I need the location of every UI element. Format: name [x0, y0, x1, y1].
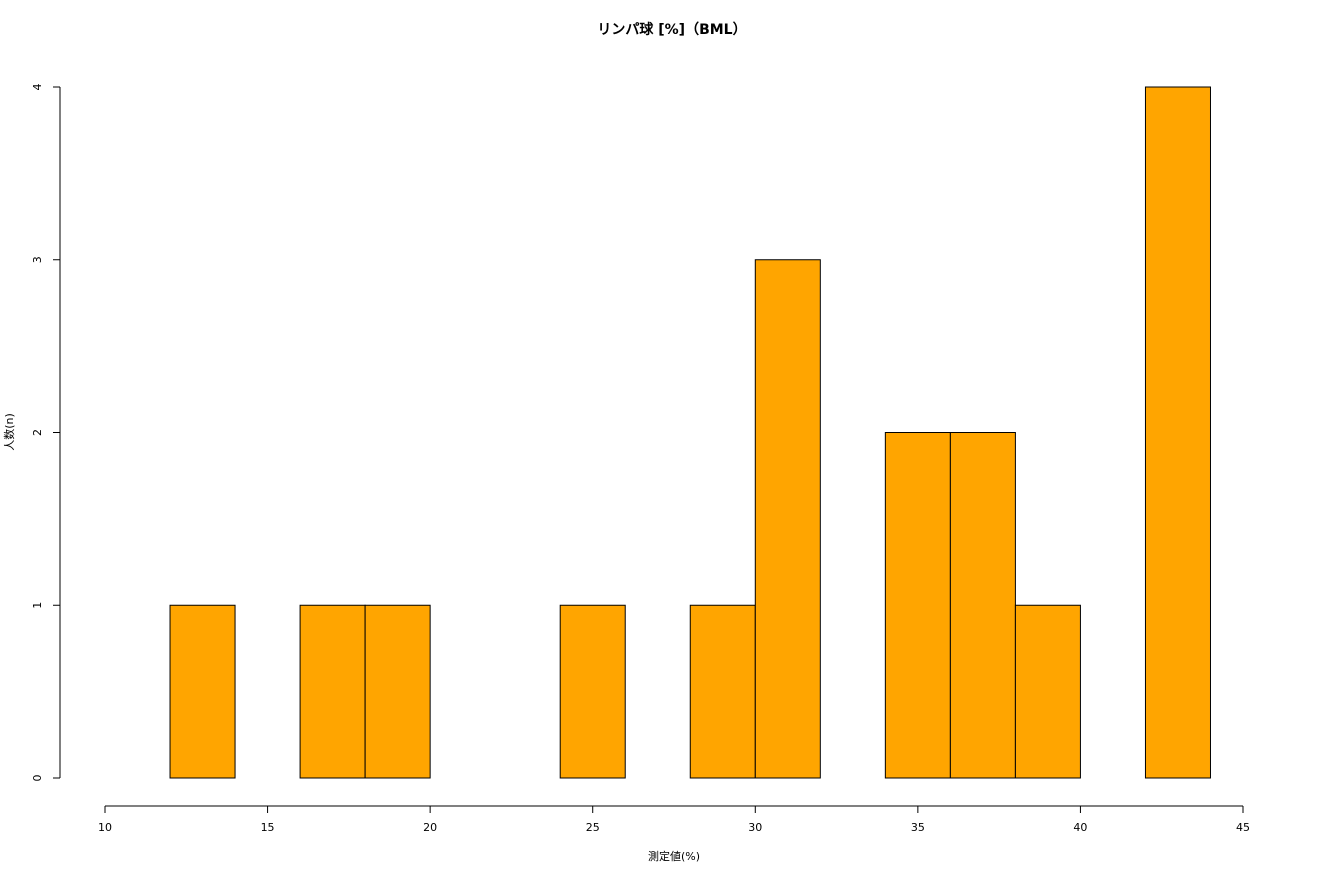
bar — [169, 604, 236, 779]
bar — [1014, 604, 1081, 779]
x-tick-label: 35 — [911, 821, 925, 834]
y-tick-label: 0 — [31, 775, 44, 782]
bar — [559, 604, 626, 779]
bar — [364, 604, 431, 779]
bar — [1144, 86, 1211, 779]
x-tick-label: 30 — [748, 821, 762, 834]
x-tick-label: 25 — [586, 821, 600, 834]
x-axis-label: 測定値(%) — [648, 849, 700, 863]
bar — [949, 432, 1016, 779]
x-tick-label: 10 — [98, 821, 112, 834]
x-tick-label: 20 — [423, 821, 437, 834]
bar — [689, 604, 756, 779]
chart-title: リンパ球 [%]（BML） — [597, 21, 746, 38]
bar — [299, 604, 366, 779]
x-tick-label: 45 — [1236, 821, 1250, 834]
y-tick-label: 4 — [31, 84, 44, 91]
y-axis-label: 人数(n) — [3, 413, 16, 451]
bar — [884, 432, 951, 779]
bar — [754, 259, 821, 779]
y-tick-label: 1 — [31, 602, 44, 609]
x-tick-label: 40 — [1073, 821, 1087, 834]
x-tick-label: 15 — [261, 821, 275, 834]
y-tick-label: 2 — [31, 429, 44, 436]
y-tick-label: 3 — [31, 256, 44, 263]
